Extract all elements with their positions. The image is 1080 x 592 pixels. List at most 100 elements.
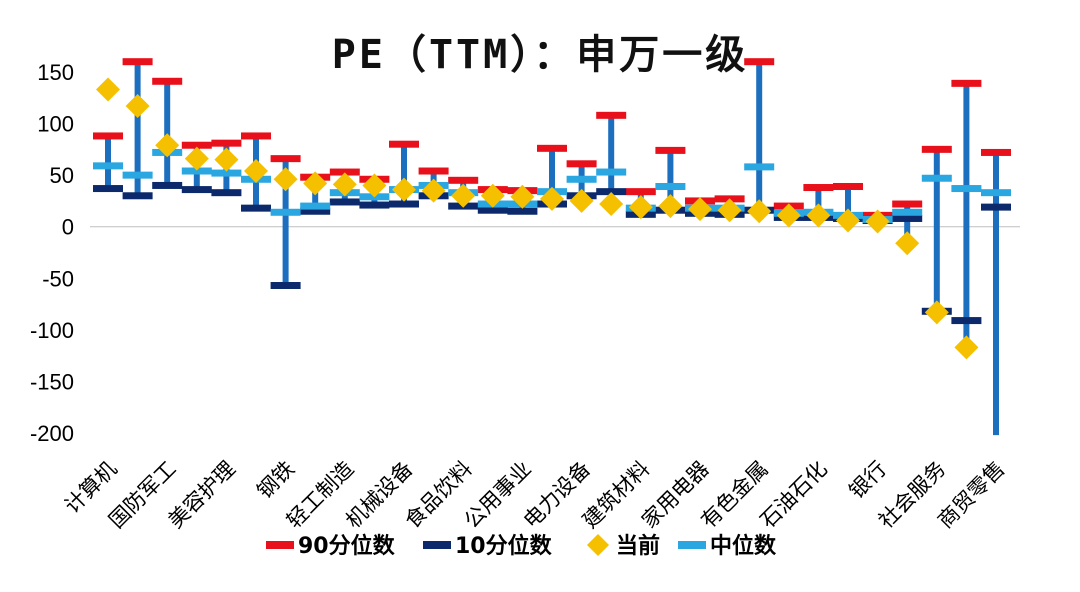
current-marker [362,173,387,198]
y-tick-label: -100 [30,318,74,343]
p90-marker [152,77,183,85]
p10-marker [270,282,301,290]
p10-marker [300,207,331,215]
current-marker [747,199,772,224]
median-marker [211,169,242,177]
current-marker [806,203,831,228]
p90-marker [448,176,479,184]
median-marker [93,162,123,170]
p90-marker [389,140,419,148]
median-marker [744,163,775,171]
p10-marker [122,192,153,200]
current-marker [895,231,920,256]
x-tick-label: 银行 [844,457,891,504]
legend-label: 90分位数 [298,533,396,559]
p90-marker [596,111,627,119]
current-marker [924,300,949,325]
current-marker [599,192,624,217]
legend-label: 当前 [616,533,660,559]
p10-marker [507,207,538,215]
p90-marker [833,182,863,190]
y-tick-label: -200 [30,421,74,446]
y-tick-label: 0 [62,215,74,240]
p90-marker [122,58,153,66]
legend-swatch [423,541,451,549]
range-bars [105,61,999,436]
y-tick-label: -50 [42,266,74,291]
current-marker [954,335,979,360]
current-marker [776,203,801,228]
p90-marker [921,145,952,153]
chart-title-layer: PE（TTM）：申万一级 [332,32,748,78]
current-marker [96,77,120,102]
current-marker [125,94,150,119]
p90-marker [655,146,686,154]
p90-marker [803,184,834,192]
chart-title: PE（TTM）：申万一级 [332,32,748,78]
current-marker [155,133,180,158]
p10-marker [93,185,123,193]
current-marker [836,208,860,233]
current-marker [717,198,742,223]
median-marker [566,175,597,183]
legend-label: 10分位数 [455,533,553,559]
p90-marker [181,141,212,149]
p90-marker [744,58,775,66]
p10-marker [152,181,183,189]
legend-label: 中位数 [710,533,777,559]
p90-marker [537,144,567,152]
current-marker [688,197,712,222]
p90-marker [270,155,301,163]
y-tick-label: 150 [37,60,74,85]
p90-marker [625,188,656,196]
current-marker [510,184,535,209]
p10-marker [241,204,271,212]
current-marker [303,171,328,196]
y-tick-label: 50 [50,163,74,188]
p10-marker [477,206,508,214]
p10-marker [211,189,242,197]
current-marker [332,172,357,197]
x-tick-label: 钢铁 [252,457,299,504]
median-marker [596,168,627,176]
current-marker [628,195,653,220]
y-axis: 150 100 50 0 -50 -100 -150 -200 [30,60,1020,446]
current-marker [540,186,564,211]
p90-marker [211,139,242,147]
median-marker [655,182,686,190]
p10-marker [892,214,923,222]
legend-swatch-current [587,534,609,556]
p90-marker [951,79,982,87]
current-marker [214,147,239,172]
current-marker [451,183,476,208]
current-marker [392,177,416,202]
current-marker [569,188,594,213]
median-marker [981,189,1011,197]
median-marker [951,185,982,193]
p10-marker [359,201,390,209]
current-marker [184,146,209,171]
current-marker [865,209,890,234]
p10-marker [389,200,419,208]
p90-marker [93,132,123,140]
p10-marker [981,203,1011,211]
median-marker [122,171,153,179]
median-marker [892,208,923,216]
y-tick-label: -150 [30,369,74,394]
p90-marker [241,132,271,140]
current-markers [96,77,979,360]
p90-marker [981,148,1011,156]
current-marker [658,194,683,219]
current-marker [244,159,268,184]
median-marker [270,208,301,216]
legend: 90分位数 10分位数 当前 中位数 [266,533,777,559]
p10-marker [329,198,360,206]
current-marker [273,167,298,192]
p10-marker [596,188,627,196]
current-marker [480,183,505,208]
current-marker [421,178,446,203]
p90-marker [329,168,360,176]
median-marker [921,174,952,182]
median-marker [300,202,331,210]
